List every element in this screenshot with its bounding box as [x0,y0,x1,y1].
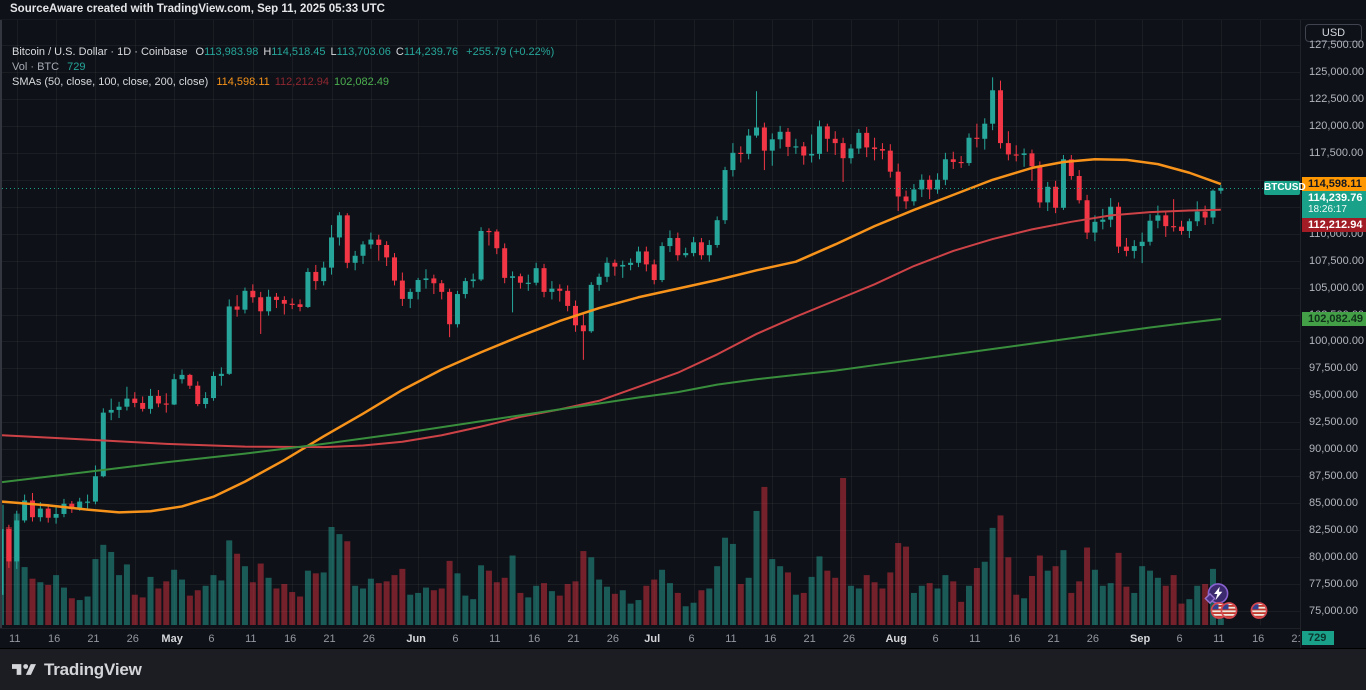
time-tick-label: 6 [208,633,215,645]
volume-axis-tag: 729 [1302,631,1334,645]
price-axis[interactable]: USD 127,500.00 125,000.00 122,500.00 120,00… [1300,20,1366,648]
watermark-text: SourceAware created with TradingView.com… [10,3,385,15]
currency-toggle-button[interactable]: USD [1305,24,1362,42]
flag-us-event-icon[interactable] [1250,602,1268,624]
ohlc-pair: C114,239.76 [395,46,459,58]
time-tick-label: 26 [126,633,139,645]
ohlc-pair: O113,983.98 [195,46,259,58]
ohlc-pair: L113,703.06 [330,46,391,58]
time-tick-label: 11 [489,633,501,645]
sma-value: 112,212.94 [274,76,329,88]
sma200-axis-tag: 102,082.49 [1302,312,1366,327]
legend-volume-row[interactable]: Vol · BTC 729 [12,60,554,74]
volume-label: Vol · BTC [12,61,60,73]
tradingview-logo-icon [12,664,36,675]
time-tick-label: 6 [1176,633,1183,645]
sma-values: 114,598.11 112,212.94 102,082.49 [211,76,389,88]
price-tick-label: 120,000.00 [1309,119,1365,132]
price-tick-label: 75,000.00 [1309,605,1358,617]
sma-label: SMAs (50, close, 100, close, 200, close) [12,76,209,88]
time-axis[interactable]: 11 16 21 26 May 6 11 16 21 26 Jun 6 11 16 21 26 Jul 6 11 16… [0,628,1304,648]
time-tick-label: 26 [842,633,856,645]
time-tick-label: Sep [1130,633,1151,645]
time-tick-label: 21 [1047,633,1060,645]
price-tick-label: 95,000.00 [1309,389,1358,402]
price-tick-label: 85,000.00 [1309,497,1358,510]
price-tick-label: 90,000.00 [1309,443,1358,456]
time-tick-label: 6 [932,633,939,645]
price-tick-label: 77,500.00 [1309,578,1358,591]
legend-sma-row[interactable]: SMAs (50, close, 100, close, 200, close)… [12,75,554,89]
diamond-event-icon[interactable] [1204,591,1216,609]
last-price-axis-tag: 114,239.76 18:26:17 [1302,191,1366,219]
time-tick-label: 21 [803,633,816,645]
time-tick-label: 6 [688,633,695,645]
footer-bar: TradingView [0,648,1366,690]
time-tick-label: 6 [452,633,459,645]
price-tick-label: 122,500.00 [1309,92,1365,105]
time-tick-label: 26 [606,633,619,645]
price-tick-label: 80,000.00 [1309,551,1358,564]
time-tick-label: 11 [969,633,981,645]
time-tick-label: Aug [885,633,907,645]
chart-pane[interactable]: Bitcoin / U.S. Dollar · 1D · Coinbase O1… [0,20,1306,628]
price-tick-label: 127,500.00 [1309,39,1365,51]
top-watermark-strip: SourceAware created with TradingView.com… [0,0,1366,20]
legend-symbol-row: Bitcoin / U.S. Dollar · 1D · Coinbase O1… [12,45,554,59]
change-value: +255.79 (+0.22%) [466,46,555,58]
price-tick-label: 97,500.00 [1309,362,1358,375]
price-tick-label: 82,500.00 [1309,524,1358,537]
brand-name: TradingView [44,659,142,679]
price-tick-label: 105,000.00 [1309,281,1365,294]
price-tick-label: 87,500.00 [1309,470,1358,483]
volume-value: 729 [67,61,86,73]
time-tick-label: 16 [47,633,61,645]
time-tick-label: 26 [362,633,375,645]
time-tick-label: 16 [528,633,541,645]
price-chart-canvas[interactable] [2,20,1302,628]
time-tick-label: 16 [1008,633,1021,645]
time-tick-label: 11 [1213,633,1225,645]
time-tick-label: May [161,633,183,645]
tradingview-logo[interactable]: TradingView [12,660,142,680]
time-tick-label: 26 [1086,633,1100,645]
symbol-title[interactable]: Bitcoin / U.S. Dollar · 1D · Coinbase [12,46,188,58]
time-tick-label: Jul [644,633,661,645]
last-price-symbol-chip: BTCUSD [1264,180,1306,195]
time-tick-label: 11 [725,633,737,645]
chart-legend: Bitcoin / U.S. Dollar · 1D · Coinbase O1… [12,45,554,90]
time-tick-label: 11 [9,633,21,645]
price-tick-label: 100,000.00 [1309,335,1365,348]
time-tick-label: Jun [406,633,426,645]
sma-value: 114,598.11 [216,76,270,88]
time-tick-label: 11 [245,633,257,645]
price-tick-label: 125,000.00 [1309,65,1365,78]
sma-value: 102,082.49 [334,76,390,88]
last-price-value: 114,239.76 [1308,192,1363,205]
price-tick-label: 92,500.00 [1309,416,1358,429]
ohlc-values: O113,983.98 H114,518.45 L113,703.06 C114,23… [191,46,459,58]
flag-us-event-icon[interactable] [1220,602,1238,624]
bar-countdown: 18:26:17 [1308,204,1347,216]
time-tick-label: 21 [567,633,580,645]
time-tick-label: 16 [764,633,777,645]
time-tick-label: 21 [87,633,100,645]
time-tick-label: 16 [284,633,297,645]
price-tick-label: 107,500.00 [1309,254,1365,267]
ohlc-pair: H114,518.45 [263,46,326,58]
time-tick-label: 21 [323,633,336,645]
sma100-axis-tag: 112,212.94 [1302,218,1366,233]
price-tick-label: 117,500.00 [1309,146,1364,159]
sma50-axis-tag: 114,598.11 [1302,177,1366,192]
time-tick-label: 16 [1252,633,1265,645]
